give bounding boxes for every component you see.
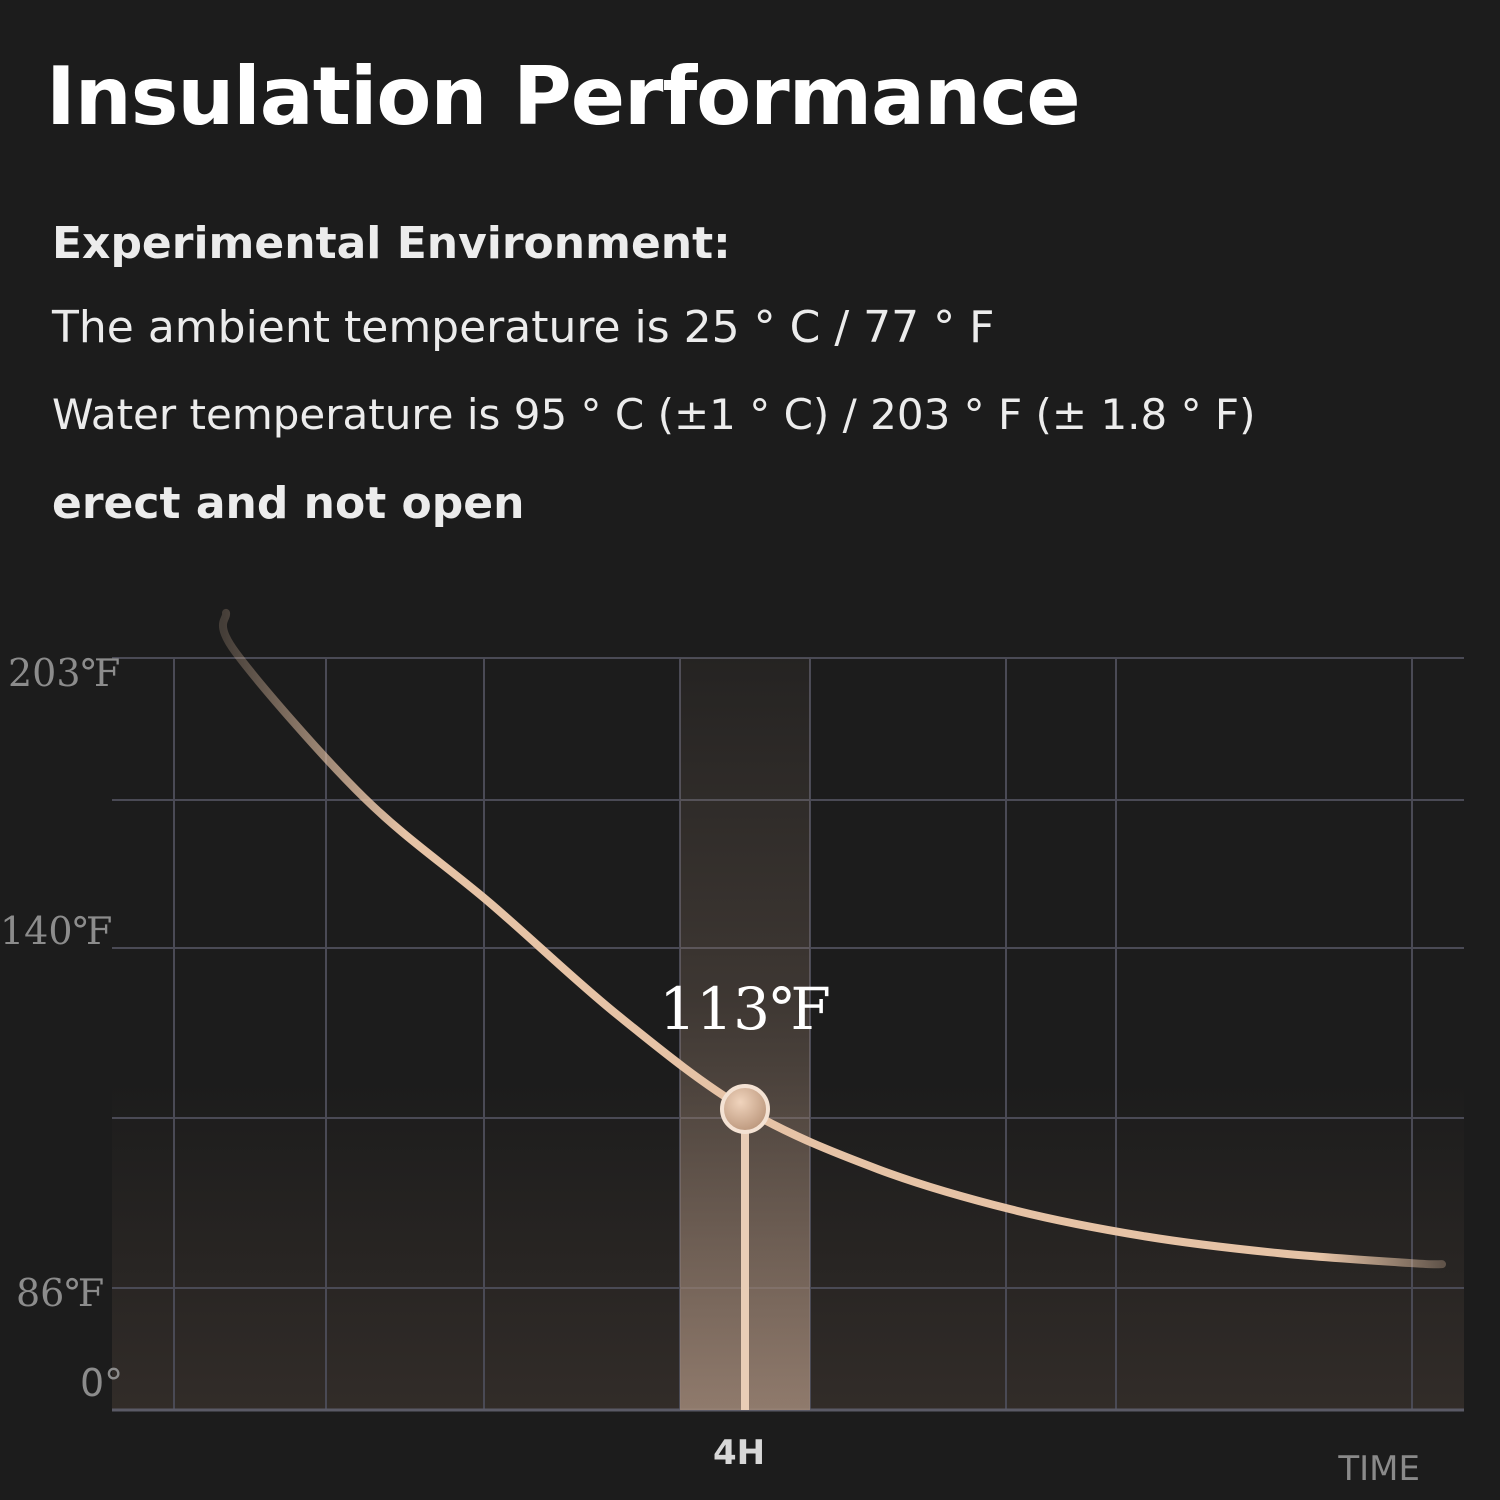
environment-heading: Experimental Environment: — [52, 218, 731, 269]
y-tick-label: 86℉ — [16, 1271, 104, 1315]
y-tick-label: 0° — [80, 1361, 123, 1405]
x-axis-title: TIME — [1337, 1449, 1420, 1489]
ambient-temperature-text: The ambient temperature is 25 ° C / 77 °… — [52, 302, 995, 353]
test-condition-text: erect and not open — [52, 478, 525, 529]
page-title: Insulation Performance — [46, 50, 1081, 143]
y-tick-label: 140℉ — [0, 909, 112, 953]
x-tick-label: 4H — [713, 1433, 765, 1473]
y-axis-ticks: 203℉ 140℉ 86℉ 0° — [0, 651, 123, 1405]
water-temperature-text: Water temperature is 95 ° C (±1 ° C) / 2… — [52, 390, 1256, 439]
series-line — [219, 608, 1446, 1269]
highlight-marker — [720, 1084, 770, 1134]
highlight-value-label: 113℉ — [659, 975, 830, 1043]
y-tick-label: 203℉ — [8, 651, 120, 695]
